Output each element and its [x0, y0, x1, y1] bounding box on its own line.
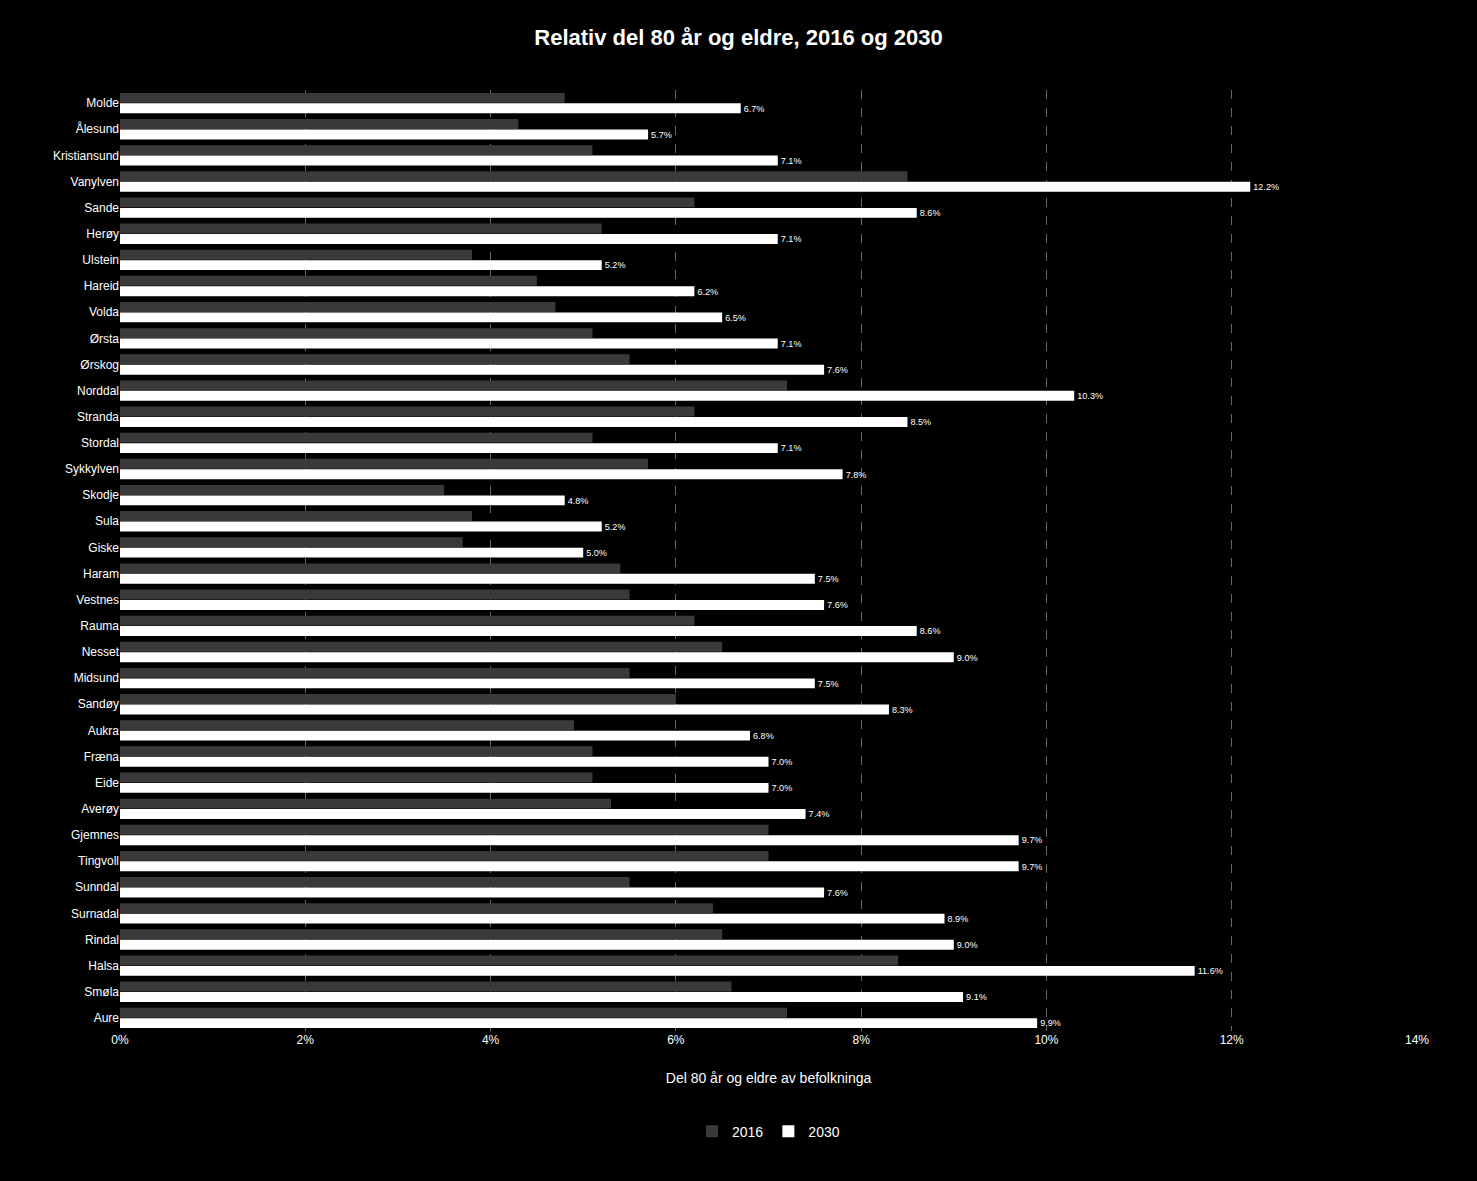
- svg-text:7.0%: 7.0%: [772, 757, 793, 767]
- svg-text:Averøy: Averøy: [81, 802, 119, 816]
- svg-text:Relativ del 80 år og eldre, 20: Relativ del 80 år og eldre, 2016 og 2030: [534, 25, 942, 50]
- svg-text:Skodje: Skodje: [82, 488, 119, 502]
- svg-text:4.8%: 4.8%: [568, 496, 589, 506]
- svg-text:9.0%: 9.0%: [957, 940, 978, 950]
- svg-text:7.5%: 7.5%: [818, 679, 839, 689]
- svg-text:5.0%: 5.0%: [586, 548, 607, 558]
- svg-text:9.9%: 9.9%: [1040, 1018, 1061, 1028]
- svg-text:7.4%: 7.4%: [809, 809, 830, 819]
- svg-text:7.1%: 7.1%: [781, 156, 802, 166]
- svg-text:Vanylven: Vanylven: [71, 175, 119, 189]
- svg-text:12%: 12%: [1220, 1033, 1244, 1047]
- svg-text:7.6%: 7.6%: [827, 365, 848, 375]
- svg-text:Aure: Aure: [94, 1011, 120, 1025]
- svg-text:Gjemnes: Gjemnes: [71, 828, 119, 842]
- svg-text:7.6%: 7.6%: [827, 600, 848, 610]
- svg-text:Sula: Sula: [95, 514, 119, 528]
- svg-text:Molde: Molde: [86, 96, 119, 110]
- svg-text:12.2%: 12.2%: [1253, 182, 1279, 192]
- svg-text:6.5%: 6.5%: [725, 313, 746, 323]
- svg-text:Smøla: Smøla: [84, 985, 119, 999]
- svg-text:9.7%: 9.7%: [1022, 835, 1043, 845]
- svg-text:Del 80 år og eldre av befolkni: Del 80 år og eldre av befolkninga: [666, 1070, 872, 1086]
- svg-text:Ulstein: Ulstein: [82, 253, 119, 267]
- svg-text:5.2%: 5.2%: [605, 260, 626, 270]
- svg-text:Ålesund: Ålesund: [76, 121, 119, 136]
- svg-text:Eide: Eide: [95, 776, 119, 790]
- svg-text:8.5%: 8.5%: [910, 417, 931, 427]
- svg-text:5.7%: 5.7%: [651, 130, 672, 140]
- svg-text:Fræna: Fræna: [84, 750, 120, 764]
- svg-text:Ørskog: Ørskog: [80, 358, 119, 372]
- svg-text:2%: 2%: [297, 1033, 315, 1047]
- svg-text:Rauma: Rauma: [80, 619, 119, 633]
- svg-text:6.2%: 6.2%: [697, 287, 718, 297]
- svg-text:Stranda: Stranda: [77, 410, 119, 424]
- svg-text:8%: 8%: [852, 1033, 870, 1047]
- svg-text:6.8%: 6.8%: [753, 731, 774, 741]
- svg-text:2030: 2030: [808, 1124, 839, 1140]
- svg-text:2016: 2016: [732, 1124, 763, 1140]
- svg-text:10%: 10%: [1034, 1033, 1058, 1047]
- svg-text:7.0%: 7.0%: [772, 783, 793, 793]
- svg-text:Giske: Giske: [88, 541, 119, 555]
- svg-text:Ørsta: Ørsta: [90, 332, 120, 346]
- svg-text:Surnadal: Surnadal: [71, 907, 119, 921]
- svg-text:Rindal: Rindal: [85, 933, 119, 947]
- svg-text:14%: 14%: [1405, 1033, 1429, 1047]
- svg-text:8.3%: 8.3%: [892, 705, 913, 715]
- svg-text:7.5%: 7.5%: [818, 574, 839, 584]
- svg-text:Tingvoll: Tingvoll: [78, 854, 119, 868]
- svg-text:6%: 6%: [667, 1033, 685, 1047]
- svg-text:Vestnes: Vestnes: [76, 593, 119, 607]
- svg-text:6.7%: 6.7%: [744, 104, 765, 114]
- svg-text:Aukra: Aukra: [88, 724, 120, 738]
- svg-text:8.6%: 8.6%: [920, 626, 941, 636]
- svg-text:9.1%: 9.1%: [966, 992, 987, 1002]
- svg-text:Kristiansund: Kristiansund: [53, 149, 119, 163]
- svg-text:Sande: Sande: [84, 201, 119, 215]
- svg-text:9.7%: 9.7%: [1022, 862, 1043, 872]
- svg-text:Nesset: Nesset: [82, 645, 120, 659]
- svg-text:7.8%: 7.8%: [846, 470, 867, 480]
- svg-text:7.1%: 7.1%: [781, 234, 802, 244]
- svg-text:9.0%: 9.0%: [957, 653, 978, 663]
- svg-text:Hareid: Hareid: [84, 279, 119, 293]
- svg-text:8.9%: 8.9%: [948, 914, 969, 924]
- svg-text:Halsa: Halsa: [88, 959, 119, 973]
- svg-text:11.6%: 11.6%: [1198, 966, 1223, 976]
- svg-text:5.2%: 5.2%: [605, 522, 626, 532]
- svg-text:4%: 4%: [482, 1033, 500, 1047]
- svg-text:8.6%: 8.6%: [920, 208, 941, 218]
- svg-text:Sunndal: Sunndal: [75, 880, 119, 894]
- svg-text:Herøy: Herøy: [86, 227, 119, 241]
- svg-text:7.6%: 7.6%: [827, 888, 848, 898]
- svg-text:10.3%: 10.3%: [1077, 391, 1103, 401]
- svg-text:Midsund: Midsund: [74, 671, 119, 685]
- svg-text:0%: 0%: [111, 1033, 129, 1047]
- svg-text:7.1%: 7.1%: [781, 443, 802, 453]
- svg-text:Sandøy: Sandøy: [78, 697, 119, 711]
- svg-text:Volda: Volda: [89, 305, 119, 319]
- svg-text:Stordal: Stordal: [81, 436, 119, 450]
- svg-text:Haram: Haram: [83, 567, 119, 581]
- svg-text:Sykkylven: Sykkylven: [65, 462, 119, 476]
- svg-text:7.1%: 7.1%: [781, 339, 802, 349]
- svg-text:Norddal: Norddal: [77, 384, 119, 398]
